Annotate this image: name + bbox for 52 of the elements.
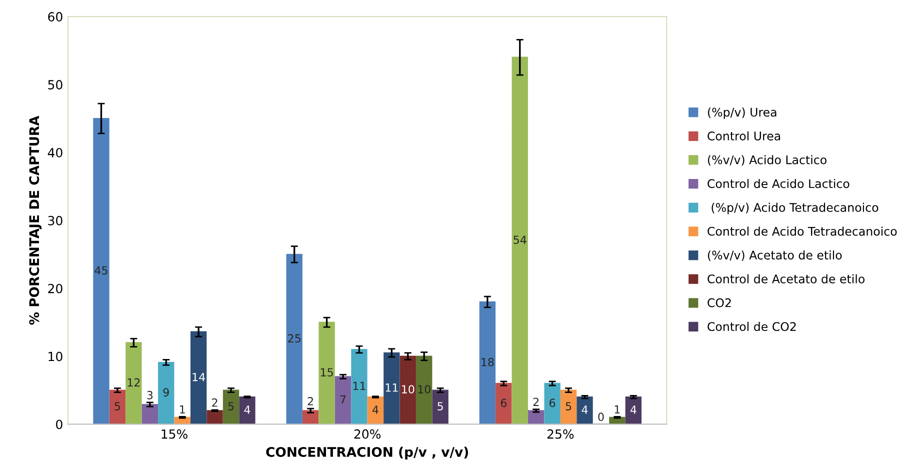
data-label: 5: [566, 402, 572, 410]
y-tick-label: 10: [48, 352, 62, 362]
legend-label: Control Urea: [708, 131, 780, 140]
data-label: 12: [128, 378, 140, 387]
data-label: 5: [114, 402, 120, 410]
data-label: 10: [402, 385, 414, 394]
data-label: 18: [482, 358, 494, 366]
data-label: 45: [94, 266, 108, 275]
data-label: 6: [550, 398, 556, 408]
data-label: 10: [418, 385, 430, 394]
y-tick-label: 50: [48, 80, 62, 90]
legend-label: (%v/v) Acido Lactico: [708, 155, 826, 166]
y-tick-label: 30: [48, 216, 62, 226]
x-tick-label: 25%: [547, 429, 574, 439]
data-label: 7: [340, 395, 346, 404]
data-label: 1: [614, 405, 620, 414]
data-label: 9: [163, 388, 169, 397]
data-label: 54: [514, 236, 526, 244]
y-tick-label: 0: [56, 420, 62, 430]
x-axis-title: CONCENTRACION (p/v , v/v): [266, 446, 468, 460]
data-label: 5: [228, 402, 234, 410]
legend-label: Control de Acetato de etilo: [708, 274, 865, 284]
data-label: 5: [438, 402, 443, 410]
data-label: 1: [180, 405, 185, 414]
data-label: 6: [500, 398, 506, 408]
data-label: 11: [353, 382, 366, 390]
y-tick-label: 40: [48, 148, 62, 158]
data-label: 4: [582, 406, 588, 414]
legend-label: Control de CO2: [708, 322, 796, 332]
data-label: 3: [147, 390, 153, 400]
data-label: 2: [308, 397, 313, 406]
data-label: 4: [244, 406, 250, 414]
data-label: 25: [288, 334, 300, 343]
data-label: 2: [212, 398, 218, 407]
data-label: 15: [320, 368, 333, 376]
legend-label: Control de Acido Tetradecanoico: [708, 226, 897, 236]
data-label: 2: [533, 398, 539, 406]
y-tick-label: 60: [48, 12, 62, 22]
data-label: 14: [192, 372, 206, 382]
data-label: 11: [386, 384, 398, 392]
data-label: 0: [598, 412, 604, 422]
data-label: 4: [630, 406, 636, 414]
y-axis-title: % PORCENTAJE DE CAPTURA: [29, 116, 42, 325]
data-label: 4: [372, 406, 378, 414]
legend-label: (%p/v) Urea: [708, 108, 776, 119]
y-tick-label: 20: [48, 284, 62, 294]
legend-label: CO2: [708, 298, 731, 308]
x-tick-label: 15%: [162, 429, 188, 439]
legend-label: Control de Acido Lactico: [708, 178, 850, 188]
x-tick-label: 20%: [354, 429, 381, 439]
legend-label: (%v/v) Acetato de etilo: [708, 250, 842, 261]
legend-label: (%p/v) Acido Tetradecanoico: [712, 202, 878, 214]
